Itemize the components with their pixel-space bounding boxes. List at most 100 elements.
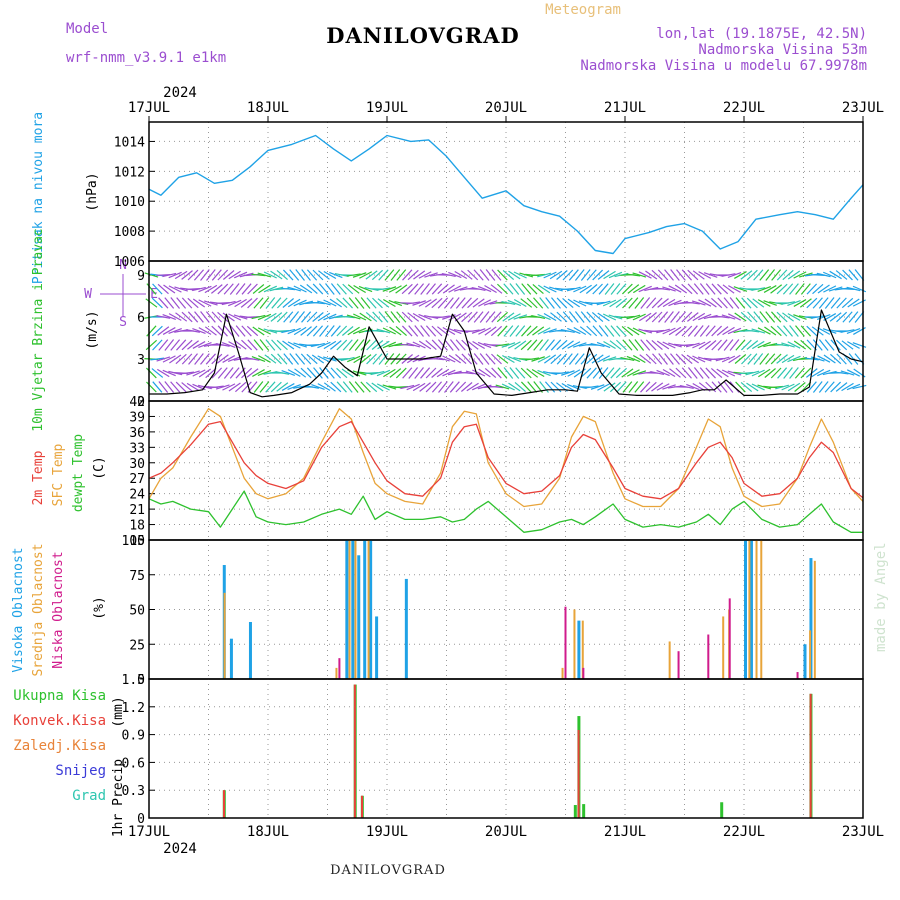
wind-barb <box>579 326 592 336</box>
wind-barb <box>407 312 420 322</box>
wind-barb <box>604 283 615 295</box>
wind-barb <box>651 339 663 351</box>
wind-barb <box>787 270 801 280</box>
wind-barb <box>455 353 467 365</box>
wind-barb <box>603 340 616 350</box>
wind-barb <box>418 299 432 307</box>
wind-barb <box>824 381 835 393</box>
wind-barb <box>360 381 371 393</box>
wind-barb <box>573 299 587 307</box>
wind-barb <box>556 339 568 351</box>
wind-barb <box>615 367 627 379</box>
wind-barb <box>241 367 253 379</box>
wind-barb <box>638 271 652 279</box>
wind-barb <box>735 381 746 393</box>
mid-cloud-bar <box>809 630 812 679</box>
wind-barb <box>679 343 694 347</box>
wind-barb <box>162 314 177 320</box>
wind-barb <box>431 325 443 337</box>
wind-barb <box>491 353 502 365</box>
wind-barb <box>414 325 424 337</box>
wind-barb <box>656 369 670 377</box>
wind-barb <box>336 339 348 351</box>
bottom-date-label: 18JUL <box>247 824 289 840</box>
wind-barb <box>420 367 431 379</box>
cloud-unit: (%) <box>92 596 107 619</box>
wind-barb <box>156 356 171 362</box>
wind-barb <box>211 269 222 281</box>
wind-barb <box>442 284 455 294</box>
wind-barb <box>628 339 639 351</box>
wind-barb <box>751 369 765 377</box>
wind-barb <box>306 311 318 323</box>
top-date-label: 20JUL <box>485 100 527 116</box>
wind-barb <box>324 367 335 379</box>
wind-barb <box>216 354 229 364</box>
low-cloud-bar <box>728 598 731 679</box>
precip-unit: (mm) <box>111 696 126 727</box>
wind-barb <box>233 271 248 279</box>
mid-cloud-bar <box>748 540 751 679</box>
wind-barb <box>752 298 765 308</box>
wind-barb <box>715 315 730 319</box>
wind-barb <box>228 341 242 349</box>
wind-barb <box>800 339 812 351</box>
wind-barb <box>765 353 776 365</box>
wind-barb <box>527 339 538 351</box>
wind-barb <box>753 269 764 281</box>
wind-barb <box>620 315 635 319</box>
wind-barb <box>347 326 360 336</box>
low-cloud-bar <box>796 672 799 679</box>
wind-barb <box>592 283 603 295</box>
wind-barb <box>163 284 176 294</box>
wind-barb <box>549 270 563 280</box>
wind-barb <box>406 342 421 348</box>
wind-barb <box>710 367 723 379</box>
wind-barb <box>693 367 704 379</box>
temperature-ytick-label: 21 <box>129 503 145 518</box>
mid-cloud-bar <box>348 540 351 679</box>
wind-barb <box>359 354 372 364</box>
wind-barb <box>532 283 544 295</box>
wind-barb <box>408 283 419 295</box>
wind-barb <box>674 284 688 294</box>
wind-barb <box>168 313 182 321</box>
wind-barb <box>746 269 758 281</box>
wind-barb <box>376 328 391 334</box>
temperature-ytick-label: 15 <box>129 534 145 549</box>
wind-barb <box>354 381 365 393</box>
wind-barb <box>645 381 657 393</box>
model-name: wrf-nmm_v3.9.1 e1km <box>66 50 226 66</box>
wind-barb <box>787 355 801 363</box>
wind-barb <box>169 354 182 364</box>
wind-barb <box>175 381 187 393</box>
wind-barb <box>632 354 646 364</box>
wind-barb <box>431 381 443 393</box>
wind-barb <box>639 312 652 322</box>
precip-ytick-label: 1.5 <box>122 673 145 688</box>
wind-barb <box>693 325 704 337</box>
wind-barb <box>365 311 378 323</box>
wind-barb <box>656 328 671 334</box>
wind-barb <box>372 297 383 309</box>
wind-barb <box>836 339 848 351</box>
wind-barb <box>806 283 818 295</box>
wind-barb <box>834 371 849 375</box>
wind-barb <box>681 325 693 337</box>
wind-barb <box>461 311 473 323</box>
wind-barb <box>450 297 460 309</box>
wind-barb <box>764 326 777 336</box>
wind-barb <box>491 269 502 281</box>
wind-barb <box>176 339 187 351</box>
wind-barb <box>366 353 377 365</box>
wind-barb <box>454 270 468 280</box>
wind-barb <box>545 297 555 309</box>
wind-barb <box>366 339 377 351</box>
wind-barb <box>484 326 497 336</box>
wind-barb <box>645 353 657 365</box>
wind-barb <box>395 325 407 337</box>
wind-barb <box>597 383 611 391</box>
high-cloud-bar <box>375 616 379 679</box>
wind-barb <box>574 353 585 365</box>
wind-barb <box>526 325 538 337</box>
